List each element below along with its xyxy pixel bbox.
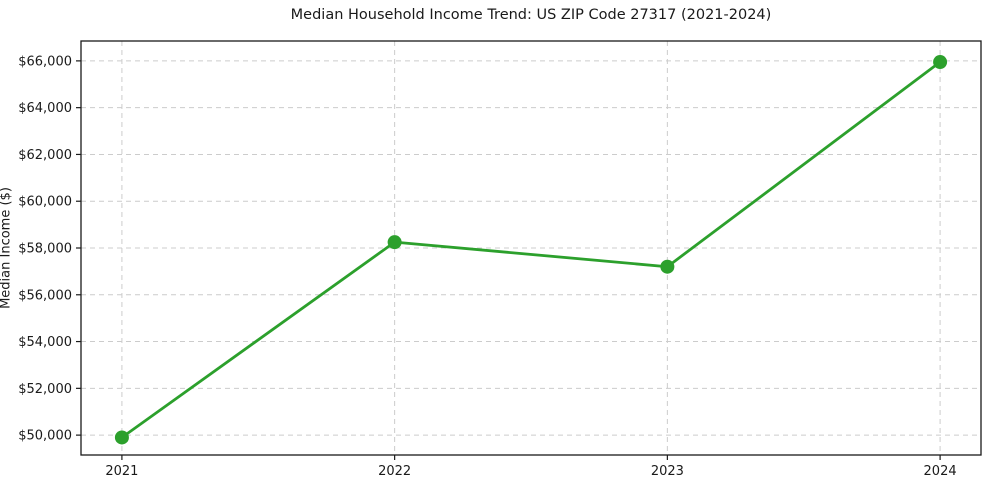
y-tick-label: $58,000: [18, 242, 72, 257]
x-tick-label: 2021: [105, 464, 138, 479]
y-tick-label: $52,000: [18, 382, 72, 397]
chart-title: Median Household Income Trend: US ZIP Co…: [290, 7, 772, 23]
y-tick-label: $50,000: [18, 429, 72, 444]
x-tick-label: 2022: [378, 464, 411, 479]
data-point-marker: [660, 259, 675, 274]
y-tick-label: $66,000: [18, 54, 72, 69]
y-tick-label: $56,000: [18, 288, 72, 303]
data-point-marker: [114, 430, 129, 445]
plot-border: [80, 40, 982, 456]
data-point-marker: [387, 235, 402, 250]
y-tick-label: $64,000: [18, 101, 72, 116]
income-trend-line: [120, 60, 942, 439]
x-tick-label: 2024: [924, 464, 957, 479]
y-tick-label: $60,000: [18, 195, 72, 210]
x-tick-label: 2023: [651, 464, 684, 479]
y-tick-label: $62,000: [18, 148, 72, 163]
data-point-marker: [933, 55, 948, 70]
y-tick-label: $54,000: [18, 335, 72, 350]
